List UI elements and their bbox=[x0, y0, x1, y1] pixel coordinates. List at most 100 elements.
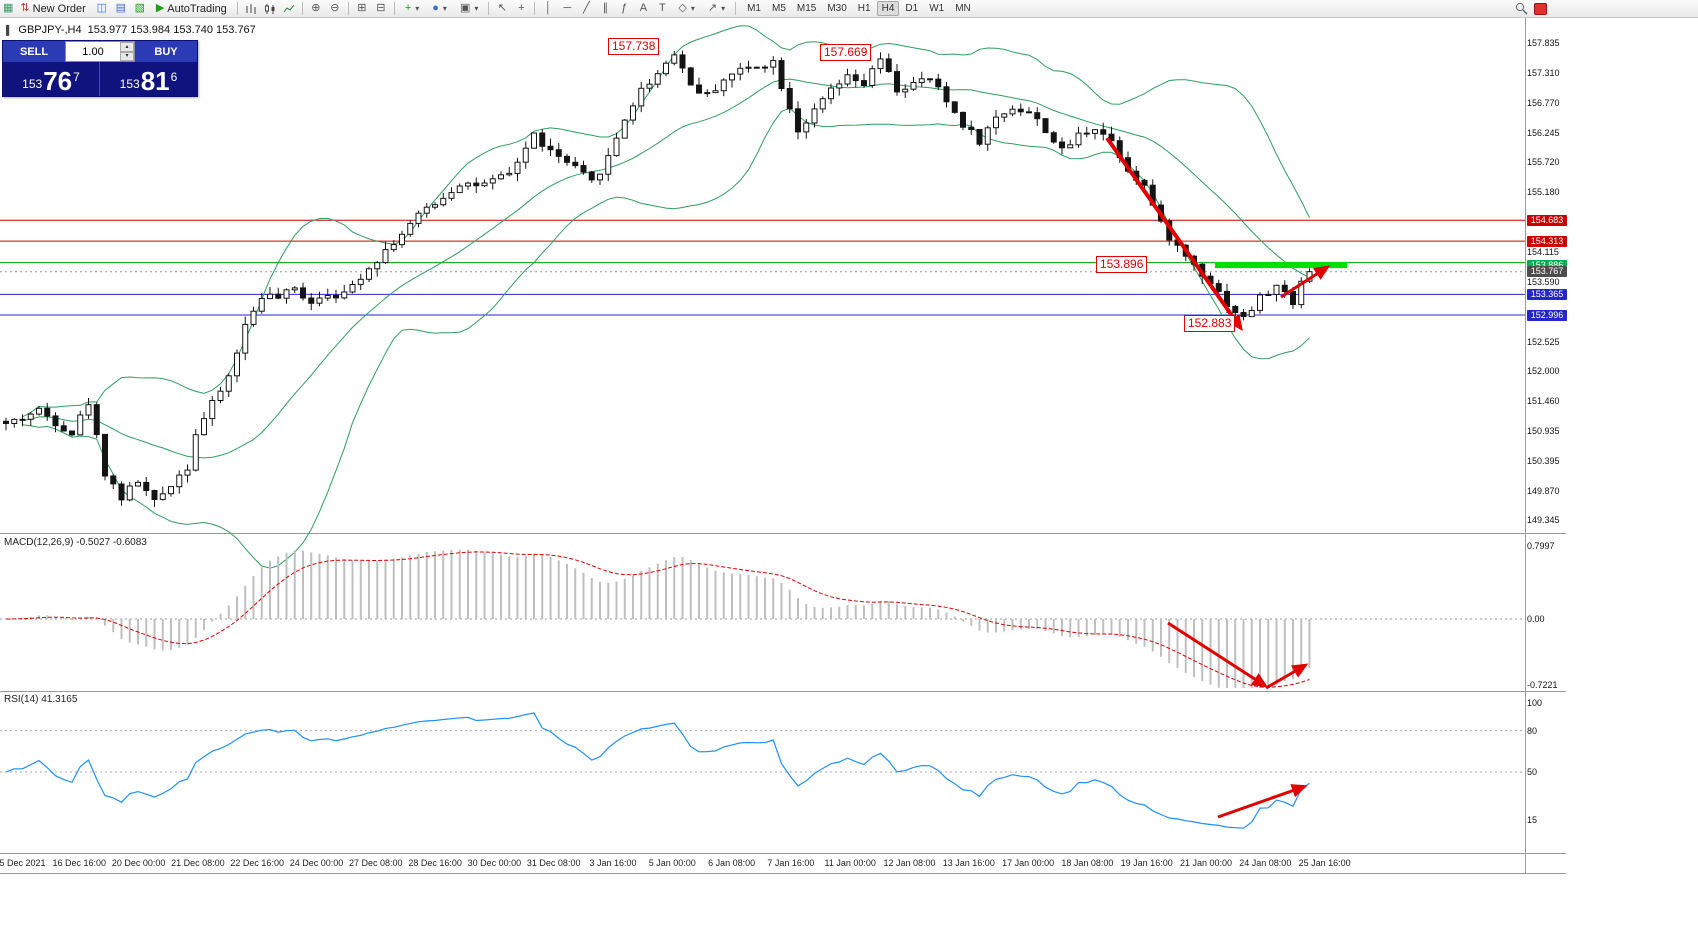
volume-spinner: ▴ ▾ bbox=[120, 42, 134, 61]
price-annotation: 152.883 bbox=[1184, 315, 1236, 332]
arrows-tool-button[interactable]: ↗ ▾ bbox=[702, 1, 731, 17]
horizontal-line-button[interactable]: ─ bbox=[558, 1, 576, 17]
shapes-button[interactable]: ◇ ▾ bbox=[672, 1, 700, 17]
price-annotation: 157.738 bbox=[608, 38, 660, 55]
line-chart-icon bbox=[283, 4, 295, 12]
toolbar-separator bbox=[236, 2, 238, 15]
navigator-button[interactable]: ▧ bbox=[131, 1, 149, 17]
crosshair-button[interactable]: + bbox=[512, 1, 530, 17]
chevron-down-icon: ▾ bbox=[690, 4, 695, 13]
macd-indicator bbox=[0, 549, 1525, 688]
time-label: 27 Dec 08:00 bbox=[349, 858, 403, 868]
buy-button[interactable]: BUY bbox=[135, 41, 197, 62]
shapes-icon: ◇ bbox=[678, 2, 687, 14]
vertical-line-button[interactable]: │ bbox=[539, 1, 557, 17]
channel-icon: ∥ bbox=[602, 2, 609, 14]
channel-button[interactable]: ∥ bbox=[596, 1, 614, 17]
price-annotation: 153.896 bbox=[1096, 256, 1148, 273]
price-tick: 155.180 bbox=[1527, 187, 1560, 198]
price-tick: 153.590 bbox=[1527, 276, 1560, 287]
data-window-button[interactable]: ▤ bbox=[112, 1, 130, 17]
line-chart-button[interactable] bbox=[280, 1, 298, 17]
bar-chart-icon bbox=[246, 3, 256, 14]
macd-axis-tick: 0.00 bbox=[1527, 614, 1545, 624]
profiles-icon: ● bbox=[432, 2, 439, 14]
templates-button[interactable]: ▣ ▾ bbox=[454, 1, 484, 17]
time-label: 24 Jan 08:00 bbox=[1239, 858, 1292, 868]
market-watch-icon: ◫ bbox=[96, 2, 108, 14]
price-tick: 157.835 bbox=[1527, 38, 1560, 49]
time-label: 13 Jan 16:00 bbox=[942, 858, 995, 868]
fibonacci-icon: ƒ bbox=[621, 2, 628, 14]
timeframe-h4[interactable]: H4 bbox=[876, 1, 900, 16]
cursor-button[interactable]: ↖ bbox=[493, 1, 511, 17]
new-chart-button[interactable]: + ▾ bbox=[399, 1, 425, 17]
new-order-label: New Order bbox=[32, 2, 86, 15]
rsi-label: RSI(14) 41.3165 bbox=[4, 694, 78, 705]
cascade-windows-icon: ⊟ bbox=[376, 2, 386, 14]
rsi-axis-tick: 50 bbox=[1527, 767, 1538, 777]
text-label-icon: T bbox=[658, 2, 666, 14]
toolbar-separator bbox=[534, 2, 536, 15]
fibonacci-button[interactable]: ƒ bbox=[615, 1, 633, 17]
autotrading-button[interactable]: ▶ AutoTrading bbox=[150, 1, 233, 17]
volume-input[interactable] bbox=[66, 42, 120, 61]
time-label: 21 Jan 00:00 bbox=[1179, 858, 1233, 868]
time-label: 5 Jan 00:00 bbox=[648, 858, 696, 868]
sell-price[interactable]: 153 76 7 bbox=[3, 62, 100, 96]
timeframe-m15[interactable]: M15 bbox=[792, 1, 821, 16]
timeframe-w1[interactable]: W1 bbox=[924, 1, 949, 16]
volume-down-button[interactable]: ▾ bbox=[120, 51, 134, 61]
autotrading-play-icon: ▶ bbox=[155, 2, 165, 14]
market-watch-button[interactable]: ◫ bbox=[93, 1, 111, 17]
text-icon: A bbox=[639, 2, 648, 14]
panel-splitter[interactable] bbox=[0, 690, 1566, 694]
price-tick: 151.460 bbox=[1527, 396, 1560, 407]
price-level-chip: 152.996 bbox=[1527, 309, 1567, 321]
arrows-tool-icon: ↗ bbox=[707, 2, 718, 14]
new-order-button[interactable]: ⇅ New Order bbox=[14, 1, 91, 17]
rsi-axis-tick: 80 bbox=[1527, 725, 1538, 736]
text-label-button[interactable]: T bbox=[653, 1, 671, 17]
panel-frame bbox=[0, 18, 1566, 874]
timeframe-m1[interactable]: M1 bbox=[742, 1, 766, 16]
volume-up-button[interactable]: ▴ bbox=[120, 42, 134, 52]
price-level-chip: 153.886 bbox=[1527, 259, 1567, 271]
panel-splitter[interactable] bbox=[0, 532, 1566, 536]
candlestick-chart-icon bbox=[264, 3, 275, 14]
search-icon[interactable] bbox=[1515, 2, 1528, 15]
chevron-down-icon: ▾ bbox=[442, 4, 447, 13]
cascade-windows-button[interactable]: ⊟ bbox=[372, 1, 390, 17]
time-label: 17 Jan 00:00 bbox=[1002, 858, 1055, 868]
price-tick: 154.115 bbox=[1527, 247, 1559, 258]
time-label: 6 Jan 08:00 bbox=[708, 858, 756, 868]
timeframe-m5[interactable]: M5 bbox=[767, 1, 791, 16]
cursor-icon: ↖ bbox=[497, 2, 507, 14]
price-tick: 150.395 bbox=[1527, 456, 1560, 467]
sell-button[interactable]: SELL bbox=[3, 41, 65, 62]
buy-price[interactable]: 153 81 6 bbox=[100, 62, 197, 96]
candlestick-chart-button[interactable] bbox=[261, 1, 279, 17]
profiles-button[interactable]: ● ▾ bbox=[426, 1, 453, 17]
time-label: 30 Dec 00:00 bbox=[467, 858, 522, 868]
toolbar-separator bbox=[301, 2, 303, 15]
price-level-chip: 153.767 bbox=[1527, 266, 1567, 278]
timeframe-h1[interactable]: H1 bbox=[853, 1, 876, 16]
trendline-button[interactable]: ╱ bbox=[577, 1, 595, 17]
notification-icon[interactable] bbox=[1534, 2, 1547, 15]
buy-price-prefix: 153 bbox=[119, 77, 140, 91]
support-zone-bar bbox=[1215, 262, 1347, 269]
bar-chart-button[interactable] bbox=[242, 1, 260, 17]
tile-windows-button[interactable]: ⊞ bbox=[353, 1, 371, 17]
rsi-axis-tick: 15 bbox=[1527, 815, 1538, 826]
zoom-in-button[interactable]: ⊕ bbox=[307, 1, 325, 17]
timeframe-mn[interactable]: MN bbox=[950, 1, 976, 16]
chevron-down-icon: ▾ bbox=[415, 4, 420, 13]
timeframe-d1[interactable]: D1 bbox=[900, 1, 923, 16]
zoom-out-button[interactable]: ⊖ bbox=[326, 1, 344, 17]
toolbar-separator bbox=[393, 2, 395, 15]
timeframe-m30[interactable]: M30 bbox=[822, 1, 851, 16]
text-button[interactable]: A bbox=[634, 1, 652, 17]
price-level-chip: 153.365 bbox=[1527, 288, 1567, 300]
